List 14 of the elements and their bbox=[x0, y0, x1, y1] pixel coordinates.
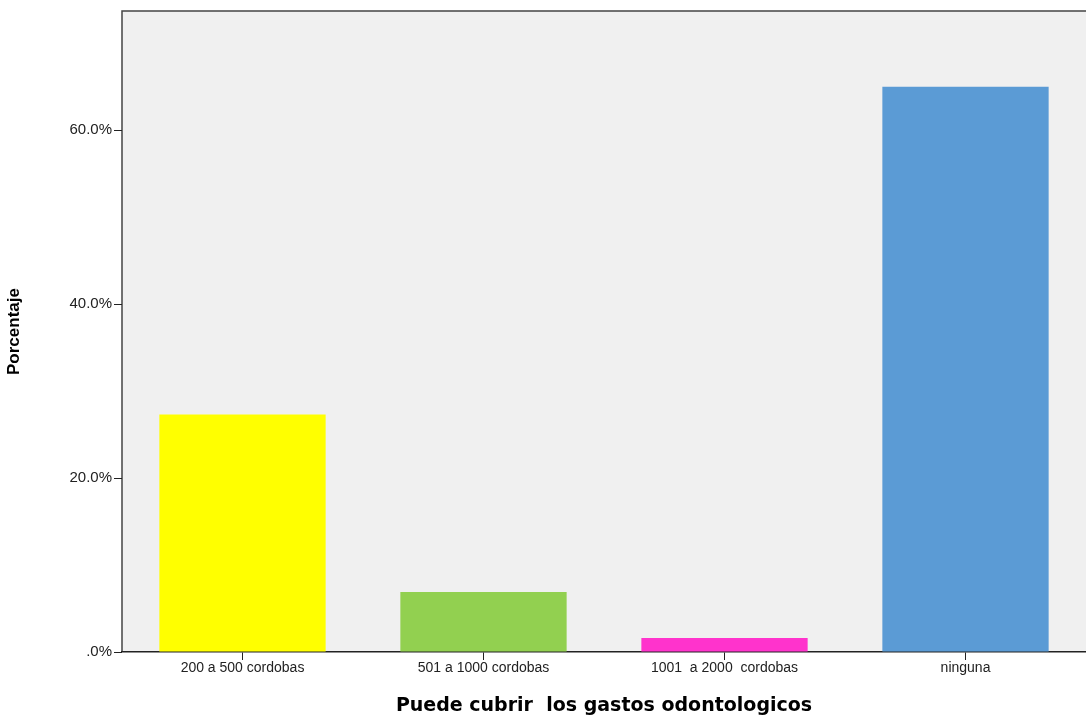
x-tick-label: ninguna bbox=[940, 659, 991, 676]
bar bbox=[400, 591, 567, 652]
bar bbox=[882, 86, 1049, 652]
y-tick-label: 60.0% bbox=[69, 120, 112, 138]
y-tick-label: 20.0% bbox=[69, 468, 112, 486]
x-axis-title: Puede cubrir los gastos odontologicos bbox=[395, 692, 813, 715]
x-tick-label: 200 a 500 cordobas bbox=[180, 659, 305, 676]
bar bbox=[641, 638, 808, 652]
y-tick-label: .0% bbox=[86, 642, 112, 660]
bar bbox=[159, 414, 326, 652]
y-tick-label: 40.0% bbox=[69, 294, 112, 312]
x-tick-label: 501 a 1000 cordobas bbox=[417, 659, 550, 676]
x-tick-label: 1001 a 2000 cordobas bbox=[650, 659, 799, 676]
y-axis-title: Porcentaje bbox=[3, 288, 23, 375]
